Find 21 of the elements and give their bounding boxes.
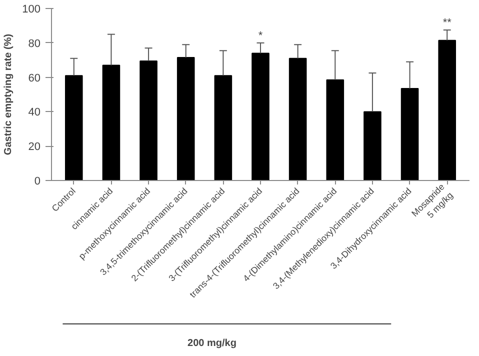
text: 200 mg/kg xyxy=(188,338,236,350)
bar xyxy=(64,75,83,180)
y-axis-title: Gastric emptying rate (%) xyxy=(3,34,14,156)
bar xyxy=(438,40,456,180)
bar xyxy=(326,79,344,180)
bar xyxy=(288,58,307,180)
bar xyxy=(214,75,232,180)
y-tick-label: 0 xyxy=(34,176,41,188)
y-tick-label: 80 xyxy=(28,38,41,50)
bar xyxy=(102,64,120,180)
annotation: * xyxy=(258,30,264,42)
bar xyxy=(364,111,382,180)
y-tick-label: 60 xyxy=(28,72,41,84)
y-tick-label: 40 xyxy=(28,106,41,119)
bar xyxy=(140,60,158,180)
bar xyxy=(176,57,195,180)
annotation: ** xyxy=(442,17,452,29)
bar xyxy=(252,52,270,180)
y-tick-label: 20 xyxy=(28,141,41,154)
bar xyxy=(400,88,419,180)
y-tick-label: 100 xyxy=(22,4,41,16)
